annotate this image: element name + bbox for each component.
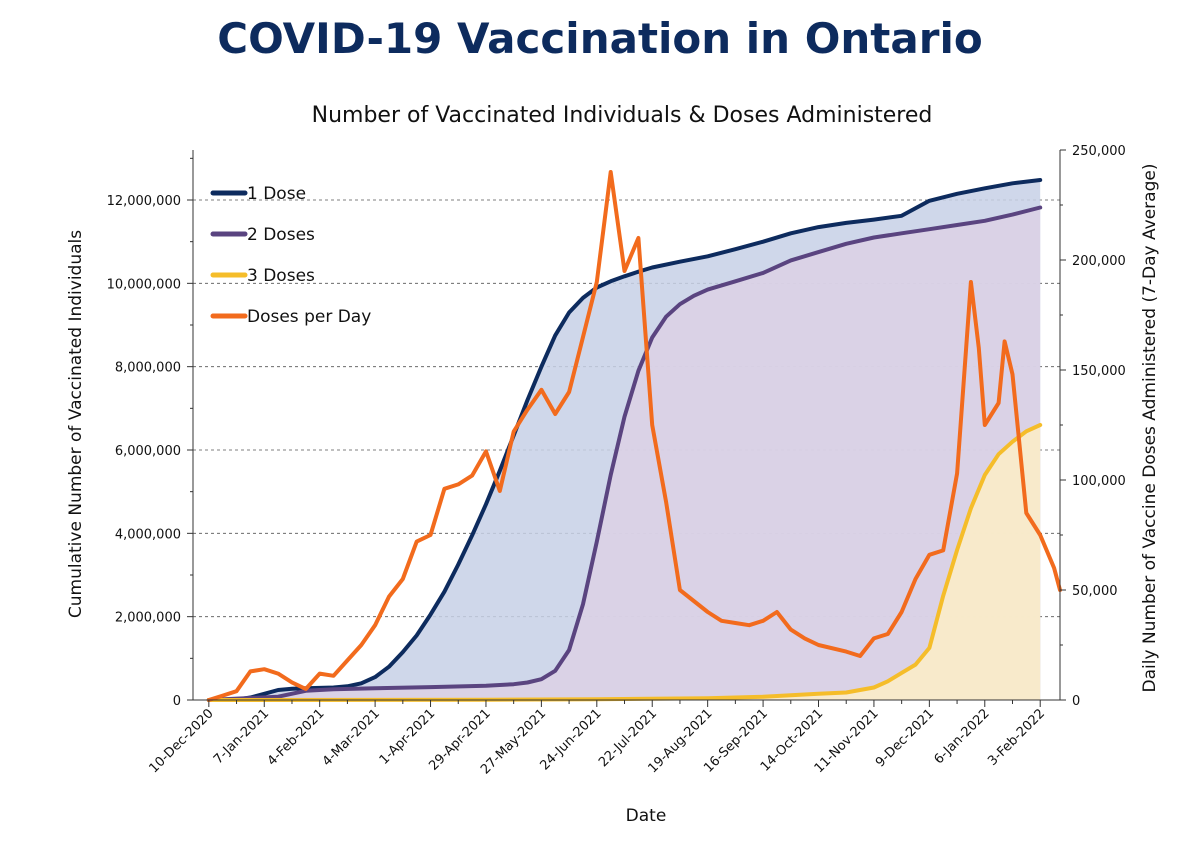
legend-label: Doses per Day [247,307,371,327]
y2-tick-label: 150,000 [1072,364,1126,379]
x-tick-label: 10-Dec-2020 [147,706,217,776]
x-tick-label: 7-Jan-2021 [211,706,272,767]
legend-label: 1 Dose [247,184,306,204]
series-line-3-doses [206,423,1043,702]
area-fill-3-doses [208,425,1041,700]
y-tick-label: 6,000,000 [115,444,181,459]
y-tick-label: 8,000,000 [115,361,181,376]
x-axis-title: Date [626,806,667,826]
x-tick-label: 4-Mar-2021 [320,706,383,769]
y-axis-title: Cumulative Number of Vaccinated Individu… [66,230,86,618]
y-tick-label: 12,000,000 [107,194,181,209]
y2-axis-title: Daily Number of Vaccine Doses Administer… [1140,164,1160,693]
y2-tick-label: 0 [1072,694,1080,709]
x-tick-label: 6-Jan-2022 [931,706,992,767]
x-tick-label: 3-Feb-2022 [985,706,1048,769]
area-fill-2-doses [208,207,1041,700]
area-fills [208,180,1041,700]
chart-title: Number of Vaccinated Individuals & Doses… [312,103,933,128]
legend-label: 2 Doses [247,225,315,245]
x-tick-label: 9-Dec-2021 [873,706,937,770]
y2-tick-label: 200,000 [1072,254,1126,269]
legend-label: 3 Doses [247,266,315,286]
page-heading: COVID-19 Vaccination in Ontario [217,14,983,63]
y2-tick-label: 100,000 [1072,474,1126,489]
x-tick-label: 4-Feb-2021 [265,706,328,769]
y2-tick-label: 50,000 [1072,584,1118,599]
y-tick-label: 0 [173,694,181,709]
legend: 1 Dose 2 Doses 3 Doses Doses per Day [210,184,371,327]
series-lines [206,170,1062,702]
y-tick-label: 2,000,000 [115,611,181,626]
y2-tick-label: 250,000 [1072,144,1126,159]
series-line-doses-per-day [206,170,1062,702]
y-tick-label: 4,000,000 [115,527,181,542]
x-tick-label: 1-Apr-2021 [377,706,439,768]
y-tick-label: 10,000,000 [107,277,181,292]
